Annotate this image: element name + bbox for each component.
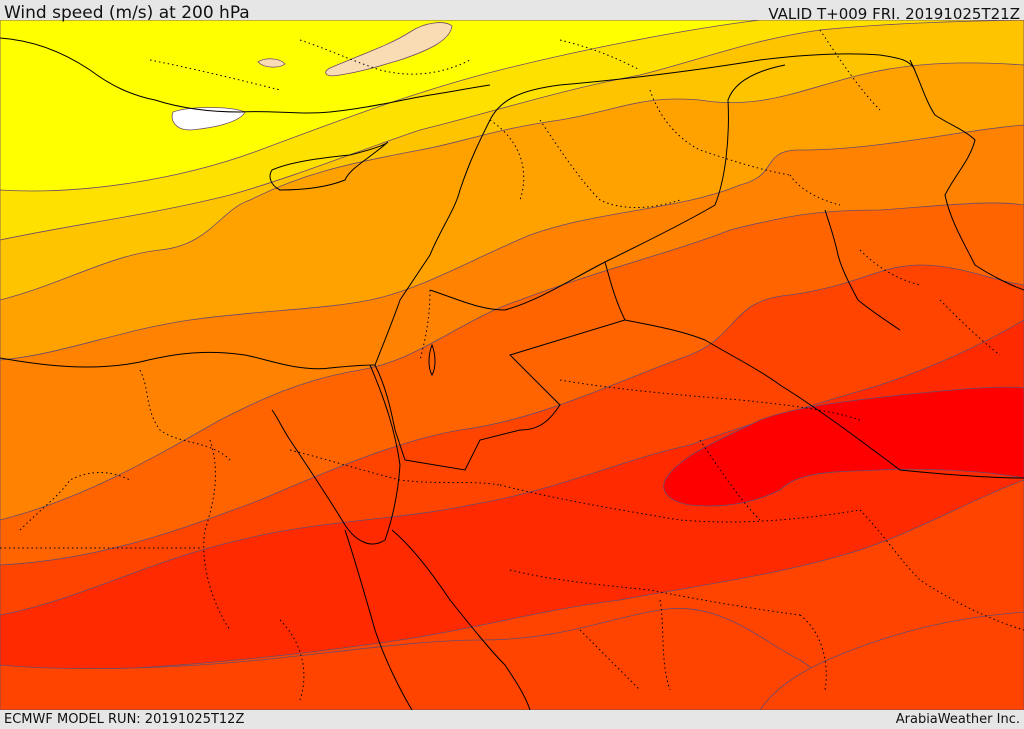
credit-label: ArabiaWeather Inc. (895, 712, 1020, 727)
red-sea-west-coast (344, 529, 413, 710)
saudi-jordan-border (404, 261, 626, 471)
band-orange-south (0, 608, 881, 710)
map-title: Wind speed (m/s) at 200 hPa (4, 3, 250, 23)
persian-gulf-coast (824, 209, 901, 331)
sinai-israel-border (374, 364, 406, 461)
wind-speed-bands (0, 20, 1024, 710)
province-boundaries (0, 29, 1024, 701)
band-red-core (663, 386, 1024, 507)
country-borders (0, 37, 1024, 710)
band-red-light (0, 319, 1024, 671)
gulf-of-suez (271, 364, 401, 545)
model-run-label: ECMWF MODEL RUN: 20191025T12Z (4, 712, 245, 727)
anatolia-coast (0, 37, 491, 114)
cyprus (269, 141, 389, 191)
red-sea-east-coast (391, 529, 531, 710)
valid-time: VALID T+009 FRI. 20191025T21Z (768, 5, 1020, 23)
band-orange-southeast (759, 611, 1024, 710)
dead-sea (428, 343, 436, 377)
jordan-iraq-border (489, 53, 916, 121)
band-white (171, 107, 246, 131)
iran-iraq-border (909, 59, 1024, 291)
wind-speed-map (0, 20, 1024, 710)
saudi-iraq-border (624, 319, 1024, 479)
egypt-north-coast (0, 351, 376, 370)
band-peach-small (257, 58, 286, 68)
syria-iraq-border (604, 64, 786, 263)
levant-coast (374, 119, 491, 366)
band-peach (325, 22, 453, 77)
